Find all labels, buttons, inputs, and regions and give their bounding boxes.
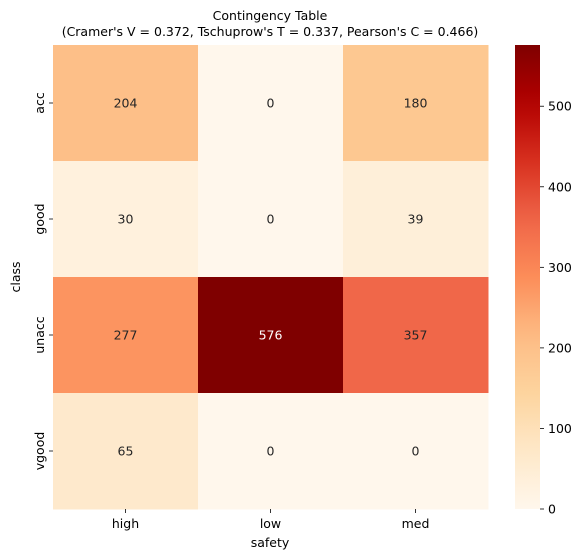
cell-value-label: 0 bbox=[267, 96, 275, 111]
colorbar-tick-label: 0 bbox=[548, 502, 556, 517]
colorbar-tick-label: 100 bbox=[548, 421, 572, 436]
x-tick-label: low bbox=[260, 516, 281, 531]
y-tick-label: vgood bbox=[32, 432, 47, 471]
heatmap-cell bbox=[343, 393, 489, 510]
cell-value-label: 0 bbox=[412, 444, 420, 459]
cell-value-label: 180 bbox=[404, 96, 428, 111]
heatmap-cell bbox=[343, 45, 489, 162]
chart-subtitle: (Cramer's V = 0.372, Tschuprow's T = 0.3… bbox=[62, 24, 479, 39]
cell-value-label: 65 bbox=[118, 444, 134, 459]
cell-value-label: 39 bbox=[408, 212, 424, 227]
colorbar-ticks: 0 100 200 300 400 500 bbox=[540, 99, 572, 517]
x-tick-label: high bbox=[112, 516, 139, 531]
y-tick-label: unacc bbox=[32, 316, 47, 353]
heatmap-cell bbox=[53, 45, 199, 162]
cell-value-label: 30 bbox=[118, 212, 134, 227]
x-axis-ticks: high low med bbox=[112, 509, 430, 531]
heatmap-cell bbox=[198, 277, 344, 394]
heatmap-cell bbox=[198, 393, 344, 510]
heatmap-cell bbox=[198, 45, 344, 162]
colorbar-tick-label: 400 bbox=[548, 179, 572, 194]
y-tick-label: good bbox=[32, 203, 47, 234]
chart-title: Contingency Table bbox=[213, 8, 328, 23]
cell-value-label: 0 bbox=[267, 212, 275, 227]
heatmap-cell bbox=[53, 161, 199, 278]
y-axis-ticks: acc good unacc vgood bbox=[32, 92, 53, 470]
x-axis-label: safety bbox=[251, 535, 290, 550]
heatmap-cell bbox=[343, 161, 489, 278]
cell-value-label: 0 bbox=[267, 444, 275, 459]
cell-value-label: 277 bbox=[114, 328, 138, 343]
cell-value-label: 204 bbox=[114, 96, 138, 111]
heatmap-cell bbox=[343, 277, 489, 394]
heatmap-cells: 204 0 180 30 0 39 277 576 357 65 0 0 bbox=[53, 45, 489, 510]
y-tick-label: acc bbox=[32, 92, 47, 114]
x-tick-label: med bbox=[402, 516, 430, 531]
colorbar-tick-label: 200 bbox=[548, 340, 572, 355]
cell-value-label: 357 bbox=[404, 328, 428, 343]
heatmap-cell bbox=[198, 161, 344, 278]
heatmap-cell bbox=[53, 277, 199, 394]
colorbar-tick-label: 500 bbox=[548, 99, 572, 114]
cell-value-label: 576 bbox=[259, 328, 283, 343]
colorbar-tick-label: 300 bbox=[548, 260, 572, 275]
y-axis-label: class bbox=[8, 261, 23, 292]
colorbar bbox=[515, 45, 540, 509]
heatmap-cell bbox=[53, 393, 199, 510]
